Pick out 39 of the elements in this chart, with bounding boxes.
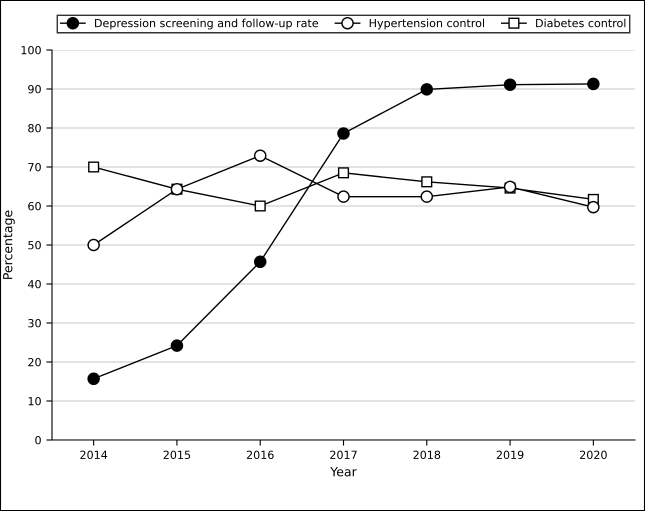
- point: [254, 149, 266, 162]
- point: [420, 190, 434, 203]
- y-tick-label: 20: [28, 358, 41, 366]
- point: [170, 339, 184, 352]
- x-tick-label: 2020: [580, 450, 607, 460]
- x-tick-label: 2017: [330, 450, 357, 460]
- x-axis-title: Year: [330, 467, 357, 476]
- point: [87, 238, 100, 252]
- y-tick-label: 30: [28, 318, 41, 328]
- point: [587, 78, 600, 90]
- y-tick-label: 10: [28, 396, 41, 406]
- legend-label: Diabetes control: [536, 18, 626, 28]
- point: [420, 83, 434, 96]
- x-tick-label: 2014: [80, 450, 108, 460]
- y-axis-title: Percentage: [3, 210, 15, 279]
- legend-label: Depression screening and follow-up rate: [95, 18, 318, 30]
- point: [587, 200, 600, 214]
- y-tick-label: 60: [28, 202, 41, 210]
- point: [338, 167, 350, 178]
- y-tick-label: 90: [28, 84, 41, 94]
- y-tick-label: 70: [28, 162, 41, 172]
- point: [254, 256, 266, 268]
- y-tick-label: 40: [28, 280, 41, 288]
- y-tick-label: 80: [28, 124, 41, 132]
- x-tick-label: 2019: [496, 450, 524, 460]
- y-tick-label: 0: [35, 436, 41, 444]
- point: [88, 161, 100, 173]
- point: [254, 200, 266, 212]
- point: [421, 176, 432, 188]
- point: [504, 78, 516, 91]
- y-tick-label: 50: [28, 240, 41, 250]
- point: [337, 127, 350, 140]
- x-tick-label: 2015: [164, 450, 190, 460]
- x-tick-label: 2018: [413, 450, 440, 460]
- point: [87, 372, 100, 386]
- y-tick-label: 100: [22, 46, 41, 54]
- x-tick-label: 2016: [246, 450, 274, 460]
- point: [337, 190, 350, 203]
- legend-label: Hypertension control: [370, 18, 484, 30]
